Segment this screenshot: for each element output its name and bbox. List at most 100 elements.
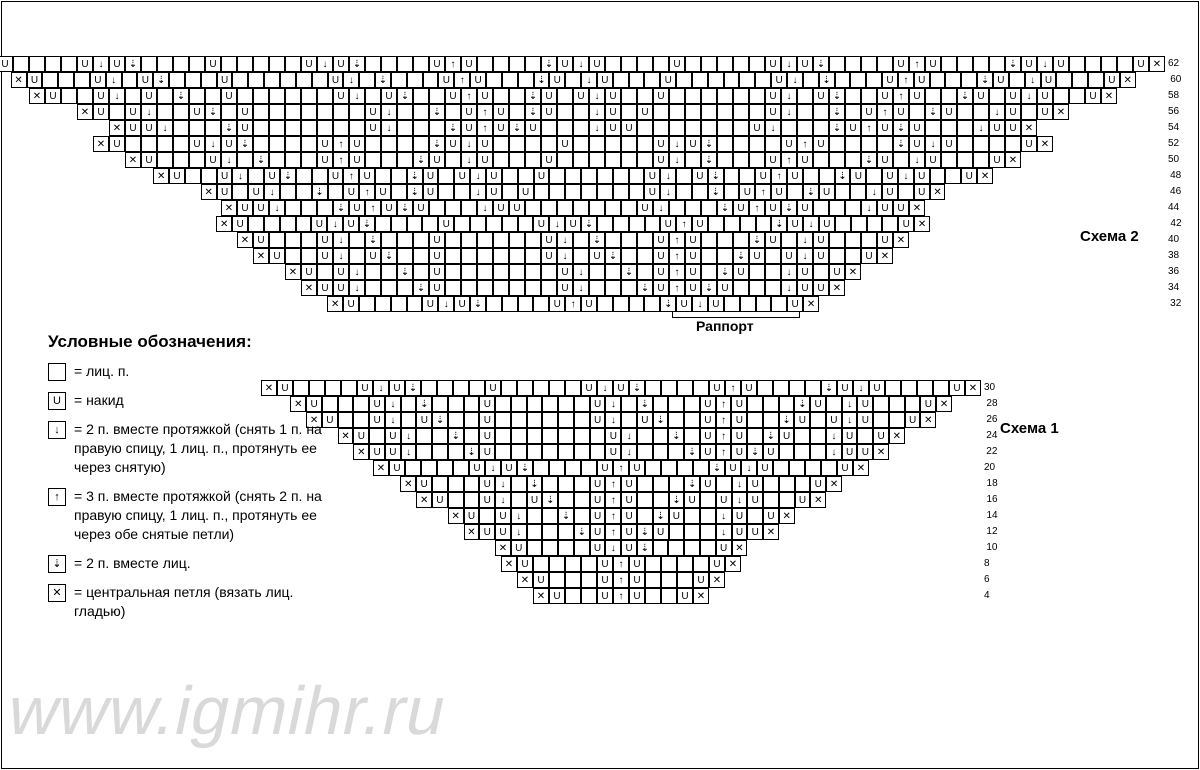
stitch-cell xyxy=(511,444,527,460)
stitch-cell xyxy=(413,88,429,104)
stitch-cell xyxy=(509,152,525,168)
stitch-cell: ⇣ xyxy=(448,428,464,444)
stitch-cell xyxy=(248,168,264,184)
stitch-cell xyxy=(557,88,573,104)
stitch-cell xyxy=(253,88,269,104)
stitch-cell: U xyxy=(771,72,787,88)
stitch-cell xyxy=(381,280,397,296)
stitch-cell xyxy=(525,200,541,216)
stitch-cell xyxy=(557,104,573,120)
stitch-cell xyxy=(661,460,677,476)
stitch-cell xyxy=(701,248,717,264)
chart-row: ✕UU↓U⇣U↑U⇣UU↓UUU↓U⇣U↑U⇣UU↓UU✕48 xyxy=(0,168,1193,184)
stitch-cell xyxy=(861,56,877,72)
stitch-cell xyxy=(189,152,205,168)
stitch-cell xyxy=(125,136,141,152)
stitch-cell xyxy=(661,572,677,588)
stitch-cell xyxy=(621,232,637,248)
stitch-cell: ↓ xyxy=(765,120,781,136)
stitch-cell: U xyxy=(385,444,401,460)
stitch-cell xyxy=(448,396,464,412)
stitch-cell xyxy=(401,396,417,412)
stitch-cell xyxy=(280,216,296,232)
chart-row: ✕UU↓U⇣U↑U⇣U↓UU✕20 xyxy=(259,460,1009,476)
chart-row: ✕UU↓U⇣UU↓⇣U↑U⇣U↓UUU↓⇣U↑U⇣U↓UU✕56 xyxy=(0,104,1193,120)
stitch-cell: ⇣ xyxy=(1005,56,1021,72)
stitch-cell xyxy=(693,380,709,396)
stitch-cell xyxy=(653,56,669,72)
stitch-cell xyxy=(445,264,461,280)
stitch-cell xyxy=(422,216,438,232)
stitch-cell xyxy=(941,56,957,72)
stitch-cell xyxy=(169,72,185,88)
stitch-cell: U xyxy=(333,280,349,296)
stitch-cell: U xyxy=(93,88,109,104)
legend-text: = накид xyxy=(74,391,348,410)
stitch-cell: ⇣ xyxy=(605,248,621,264)
stitch-cell xyxy=(349,232,365,248)
stitch-cell: ↓ xyxy=(866,184,882,200)
stitch-cell xyxy=(301,120,317,136)
stitch-cell: ✕ xyxy=(125,152,141,168)
stitch-cell: ↑ xyxy=(669,280,685,296)
stitch-cell: ⇣ xyxy=(977,72,993,88)
stitch-cell: ⇣ xyxy=(821,380,837,396)
stitch-cell: ↑ xyxy=(445,56,461,72)
stitch-cell: U xyxy=(486,168,502,184)
stitch-cell xyxy=(359,72,375,88)
stitch-cell xyxy=(301,104,317,120)
stitch-cell: ✕ xyxy=(779,508,795,524)
stitch-cell xyxy=(285,104,301,120)
stitch-cell xyxy=(558,540,574,556)
stitch-cell: U xyxy=(692,216,708,232)
stitch-cell: ⇣ xyxy=(349,56,365,72)
stitch-cell xyxy=(749,280,765,296)
stitch-cell xyxy=(495,444,511,460)
stitch-cell xyxy=(542,412,558,428)
row-number: 40 xyxy=(1165,232,1191,248)
stitch-cell xyxy=(205,120,221,136)
stitch-cell: U xyxy=(454,296,470,312)
stitch-cell: ✕ xyxy=(826,476,842,492)
stitch-cell xyxy=(349,248,365,264)
stitch-cell xyxy=(957,120,973,136)
chart-row: ✕UU↓⇣UU↓⇣U↑U⇣U↓UU✕22 xyxy=(259,444,1009,460)
stitch-cell: U xyxy=(771,184,787,200)
stitch-cell xyxy=(248,216,264,232)
stitch-cell: U xyxy=(359,168,375,184)
stitch-cell: ↓ xyxy=(264,184,280,200)
stitch-cell: ✕ xyxy=(893,232,909,248)
stitch-cell: ✕ xyxy=(920,412,936,428)
stitch-cell xyxy=(542,508,558,524)
stitch-cell xyxy=(542,524,558,540)
stitch-cell xyxy=(448,492,464,508)
stitch-cell: U xyxy=(541,232,557,248)
stitch-cell: ↑ xyxy=(716,396,732,412)
stitch-cell: ↑ xyxy=(343,168,359,184)
stitch-cell xyxy=(581,572,597,588)
stitch-cell: U xyxy=(328,168,344,184)
stitch-cell: U xyxy=(810,396,826,412)
stitch-cell xyxy=(692,72,708,88)
stitch-cell: U xyxy=(898,216,914,232)
stitch-cell: U xyxy=(479,524,495,540)
stitch-cell: U xyxy=(381,88,397,104)
stitch-cell xyxy=(701,56,717,72)
stitch-cell: U xyxy=(432,492,448,508)
stitch-cell xyxy=(1053,88,1069,104)
stitch-cell: U xyxy=(389,380,405,396)
stitch-cell: ⇣ xyxy=(558,508,574,524)
stitch-cell: ⇣ xyxy=(413,152,429,168)
stitch-cell: U xyxy=(653,88,669,104)
stitch-cell: ↑ xyxy=(365,200,381,216)
stitch-cell: U xyxy=(877,200,893,216)
stitch-cell: U xyxy=(605,88,621,104)
stitch-cell: ↓ xyxy=(373,380,389,396)
stitch-cell: ✕ xyxy=(533,588,549,604)
stitch-cell: U xyxy=(781,248,797,264)
stitch-cell: U xyxy=(597,588,613,604)
stitch-cell: ⇣ xyxy=(794,396,810,412)
stitch-cell xyxy=(645,556,661,572)
stitch-cell xyxy=(301,88,317,104)
stitch-cell: ⇣ xyxy=(747,444,763,460)
